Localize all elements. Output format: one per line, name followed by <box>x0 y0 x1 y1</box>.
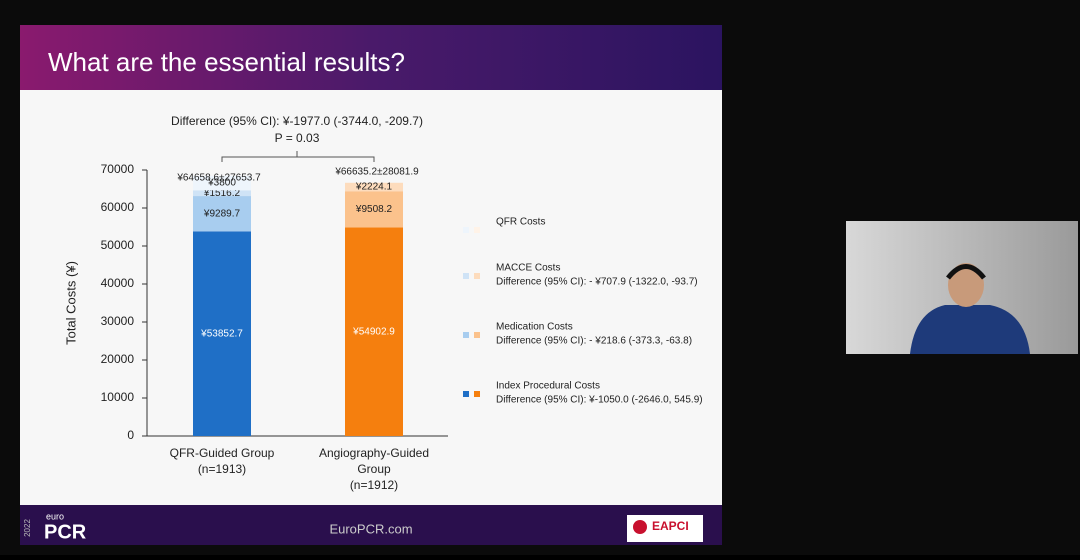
y-tick-label: 10000 <box>101 390 135 404</box>
chart: Difference (95% CI): ¥-1977.0 (-3744.0, … <box>63 114 702 492</box>
legend-label: Index Procedural Costs <box>496 381 600 392</box>
value-label: ¥9289.7 <box>203 208 241 219</box>
slide-footer <box>20 505 722 545</box>
value-label: ¥3800 <box>207 178 236 189</box>
webcam-person-head <box>948 263 984 307</box>
bar-segment <box>345 182 403 192</box>
y-axis-label: Total Costs (¥) <box>63 261 78 345</box>
legend-label: MACCE Costs <box>496 263 560 274</box>
legend-swatch <box>474 391 480 397</box>
x-tick-label: (n=1912) <box>350 478 398 492</box>
slide-title: What are the essential results? <box>48 47 405 77</box>
x-tick-label: Group <box>357 462 391 476</box>
y-tick-label: 20000 <box>101 352 135 366</box>
value-label: ¥2224.1 <box>355 182 393 193</box>
bar-segment <box>345 191 403 228</box>
bar-segment <box>193 175 251 191</box>
bracket <box>221 151 375 162</box>
bar-segment <box>345 227 403 436</box>
bar-segment <box>193 190 251 197</box>
webcam <box>846 221 1078 354</box>
bar-segment <box>193 231 251 436</box>
value-label: ¥1516.2 <box>203 188 241 199</box>
webcam-headset <box>946 264 986 280</box>
value-label: ¥53852.7 <box>200 328 243 339</box>
legend-difference: Difference (95% CI): - ¥218.6 (-373.3, -… <box>496 336 692 347</box>
legend-swatch <box>463 227 469 233</box>
logo-year: 2022 <box>23 519 32 537</box>
partner-logo: EAPCI <box>652 519 689 533</box>
y-tick-label: 70000 <box>101 162 135 176</box>
difference-text: Difference (95% CI): ¥-1977.0 (-3744.0, … <box>171 114 423 128</box>
x-tick-label: (n=1913) <box>198 462 246 476</box>
total-label: ¥64658.6±27653.7 <box>176 173 261 184</box>
total-label: ¥66635.2±28081.9 <box>334 167 419 178</box>
logo-big: PCR <box>44 521 87 543</box>
legend-swatch <box>474 227 480 233</box>
legend-swatch <box>474 332 480 338</box>
slide-header <box>20 25 722 90</box>
legend-swatch <box>463 391 469 397</box>
p-value: P = 0.03 <box>275 131 320 145</box>
y-tick-label: 60000 <box>101 200 135 214</box>
partner-logo-icon <box>633 520 647 534</box>
y-tick-label: 40000 <box>101 276 135 290</box>
legend-label: Medication Costs <box>496 322 573 333</box>
legend-label: QFR Costs <box>496 217 545 228</box>
footer-site: EuroPCR.com <box>329 521 412 536</box>
legend-swatch <box>474 273 480 279</box>
x-tick-label: QFR-Guided Group <box>170 446 275 460</box>
value-label: ¥54902.9 <box>352 326 395 337</box>
y-tick-label: 30000 <box>101 314 135 328</box>
value-label: ¥9508.2 <box>355 204 393 215</box>
legend-swatch <box>463 273 469 279</box>
webcam-person-body <box>910 305 1030 354</box>
legend-difference: Difference (95% CI): - ¥707.9 (-1322.0, … <box>496 277 698 288</box>
x-tick-label: Angiography-Guided <box>319 446 429 460</box>
y-tick-label: 50000 <box>101 238 135 252</box>
logo-small: euro <box>46 511 64 521</box>
legend-swatch <box>463 332 469 338</box>
y-tick-label: 0 <box>127 428 134 442</box>
bar-segment <box>193 196 251 232</box>
legend-difference: Difference (95% CI): ¥-1050.0 (-2646.0, … <box>496 395 703 406</box>
